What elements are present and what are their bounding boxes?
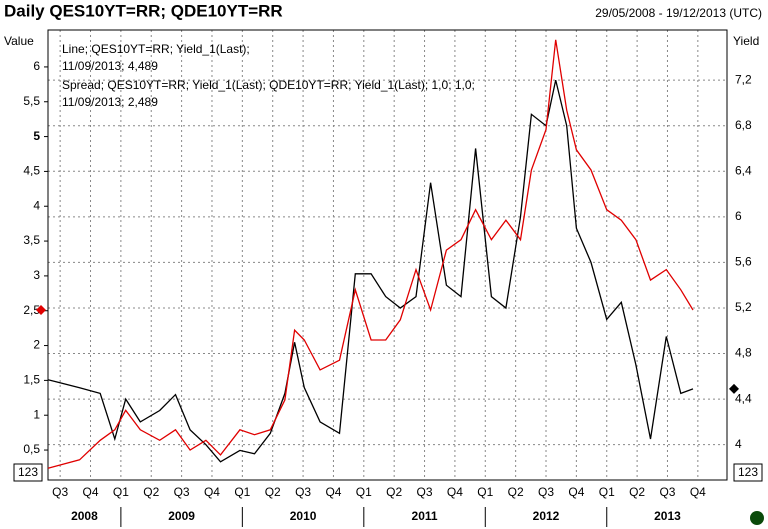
y-axis-title: Value — [4, 34, 34, 48]
legend-value: 11/09/2013; 2,489 — [62, 95, 158, 109]
x-tick-label: Q4 — [690, 485, 706, 499]
y-tick-label: 3,5 — [23, 233, 40, 247]
y-tick-label: 5 — [33, 129, 40, 143]
scale-button-label[interactable]: 123 — [738, 465, 758, 479]
x-tick-label: Q2 — [265, 485, 281, 499]
year-label: 2009 — [168, 509, 195, 523]
x-tick-label: Q2 — [386, 485, 402, 499]
chart-title: Daily QES10YT=RR; QDE10YT=RR — [4, 1, 283, 20]
date-range: 29/05/2008 - 19/12/2013 (UTC) — [595, 6, 762, 20]
x-tick-label: Q3 — [174, 485, 190, 499]
x-tick-label: Q1 — [356, 485, 372, 499]
scale-button-label[interactable]: 123 — [18, 465, 38, 479]
y2-tick-label: 6 — [735, 209, 742, 223]
x-tick-label: Q2 — [143, 485, 159, 499]
legend-value: 11/09/2013; 4,489 — [62, 59, 158, 73]
x-tick-label: Q1 — [599, 485, 615, 499]
y2-tick-label: 6,4 — [735, 163, 752, 177]
y2-tick-label: 4,8 — [735, 346, 752, 360]
x-tick-label: Q3 — [52, 485, 68, 499]
x-tick-label: Q3 — [538, 485, 554, 499]
legend-entry: Line; QES10YT=RR; Yield_1(Last); — [62, 42, 250, 56]
x-tick-label: Q1 — [113, 485, 129, 499]
year-label: 2012 — [533, 509, 560, 523]
y2-tick-label: 5,6 — [735, 255, 752, 269]
last-value-marker — [729, 383, 739, 394]
x-tick-label: Q2 — [508, 485, 524, 499]
x-tick-label: Q3 — [295, 485, 311, 499]
x-tick-label: Q2 — [629, 485, 645, 499]
status-indicator[interactable] — [750, 511, 764, 525]
year-label: 2013 — [654, 509, 681, 523]
x-tick-label: Q4 — [447, 485, 463, 499]
series-line — [47, 79, 694, 463]
last-value-marker — [36, 305, 46, 316]
legend-entry: Spread; QES10YT=RR; Yield_1(Last); QDE10… — [62, 78, 475, 92]
x-tick-label: Q3 — [417, 485, 433, 499]
y-tick-label: 4 — [33, 198, 40, 212]
y2-tick-label: 6,8 — [735, 118, 752, 132]
series-line — [47, 39, 694, 469]
y-tick-label: 2 — [33, 338, 40, 352]
year-label: 2008 — [71, 509, 98, 523]
year-label: 2011 — [412, 509, 438, 523]
scale-button[interactable] — [733, 463, 763, 482]
y-tick-label: 4,5 — [23, 164, 40, 178]
y-tick-label: 6 — [33, 59, 40, 73]
y-tick-label: 0,5 — [23, 442, 40, 456]
y2-tick-label: 5,2 — [735, 300, 752, 314]
y2-axis-title: Yield — [733, 34, 759, 48]
y-tick-label: 1 — [33, 407, 40, 421]
x-tick-label: Q4 — [325, 485, 341, 499]
plot-frame — [47, 29, 728, 481]
y2-tick-label: 7,2 — [735, 72, 752, 86]
y2-tick-label: 4,4 — [735, 391, 752, 405]
x-tick-label: Q1 — [234, 485, 250, 499]
y-tick-label: 3 — [33, 268, 40, 282]
y-tick-label: 1,5 — [23, 373, 40, 387]
x-tick-label: Q3 — [659, 485, 675, 499]
year-label: 2010 — [290, 509, 317, 523]
x-tick-label: Q4 — [204, 485, 220, 499]
scale-button[interactable] — [13, 463, 43, 482]
y2-tick-label: 4 — [735, 437, 742, 451]
y-tick-label: 5,5 — [23, 94, 40, 108]
y-tick-label: 2,5 — [23, 303, 40, 317]
x-tick-label: Q4 — [83, 485, 99, 499]
x-tick-label: Q1 — [477, 485, 493, 499]
x-tick-label: Q4 — [568, 485, 584, 499]
